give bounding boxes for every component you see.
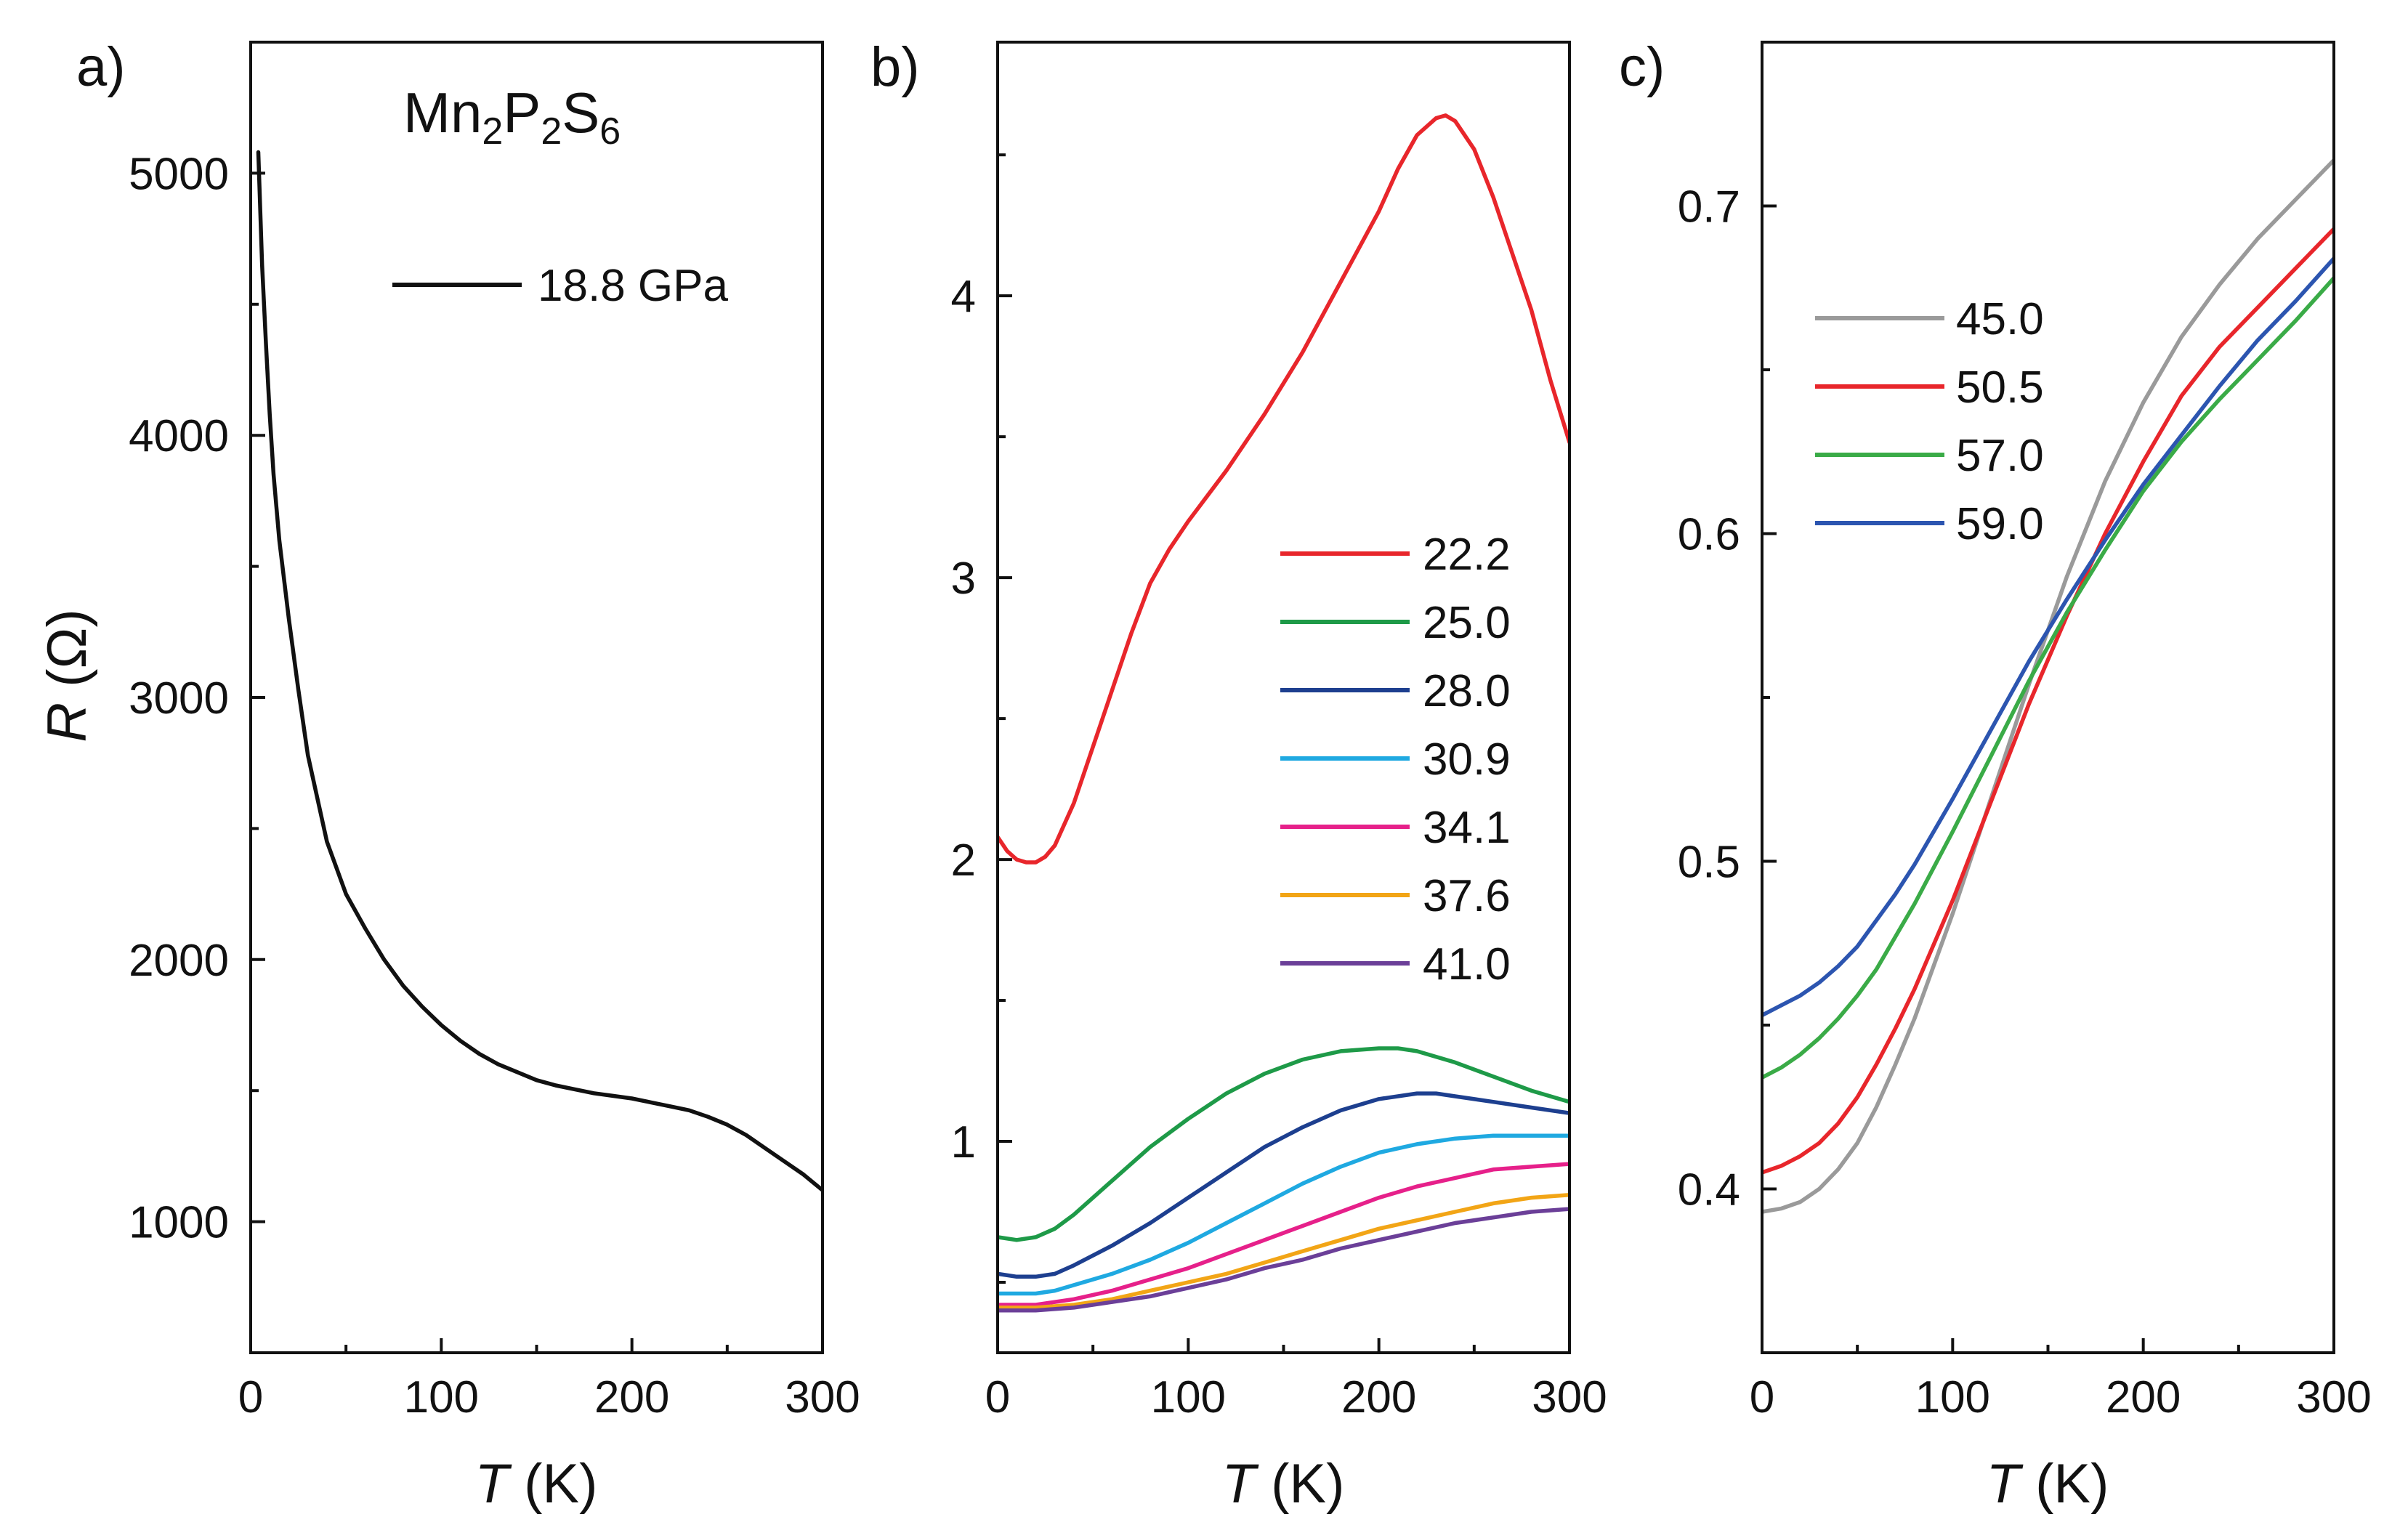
panel-a-legend-label: 18.8 GPa (538, 261, 728, 311)
panel-a-frame (249, 41, 824, 1354)
panel-a-y-axis-label: R (Ω) (36, 609, 98, 742)
panel-c-legend-label: 50.5 (1956, 363, 2044, 413)
panel-c-legend-label: 59.0 (1956, 499, 2044, 549)
panel-c-x-axis-label: T (K) (1987, 1453, 2109, 1515)
panel-b-legend-label: 28.0 (1423, 666, 1511, 716)
panel-b-plot-area (998, 113, 1569, 1313)
panel-b-legend-label: 25.0 (1423, 598, 1511, 648)
panel-c-x-tick-label: 0 (1750, 1372, 1774, 1422)
panel-c-y-tick-label: 0.7 (1678, 182, 1740, 232)
panel-b-legend-label: 37.6 (1423, 871, 1511, 921)
panel-b-legend-label: 34.1 (1423, 803, 1511, 853)
panel-a-y-tick-label: 4000 (129, 411, 229, 461)
panel-b-label: b) (870, 36, 920, 98)
panel-c-x-tick-label: 200 (2106, 1372, 2181, 1422)
panel-c-x-tick-label: 100 (1915, 1372, 1990, 1422)
panel-b-series-22-2 (998, 113, 1569, 865)
panel-c-y-axis: 0.4 0.5 0.6 0.7 (1678, 182, 1777, 1215)
panel-a-label: a) (76, 36, 126, 98)
panel-a-x-tick-label: 0 (238, 1372, 263, 1422)
panel-a-x-axis-label: T (K) (475, 1453, 598, 1515)
panel-b-legend-label: 30.9 (1423, 734, 1511, 785)
panel-b-x-tick-label: 300 (1532, 1372, 1607, 1422)
panel-b-x-tick-label: 200 (1341, 1372, 1416, 1422)
panel-a-plot-area (256, 150, 823, 1193)
panel-b-series-41-0 (998, 1207, 1569, 1313)
panel-b-series-28-0 (998, 1091, 1569, 1279)
panel-a-y-axis: 1000 2000 3000 4000 5000 (129, 149, 265, 1248)
panel-c-x-tick-label: 300 (2296, 1372, 2371, 1422)
panel-a-y-tick-label: 5000 (129, 149, 229, 199)
panel-b-legend: 22.2 25.0 28.0 30.9 34.1 37.6 41.0 (1280, 530, 1511, 989)
panel-b-series-34-1 (998, 1162, 1569, 1307)
panel-b-x-axis-label: T (K) (1222, 1453, 1345, 1515)
panel-c-y-tick-label: 0.4 (1678, 1165, 1740, 1215)
panel-b-x-axis: 0 100 200 300 (985, 1338, 1607, 1422)
panel-c-legend-label: 57.0 (1956, 431, 2044, 481)
panel-b-y-tick-label: 2 (951, 835, 976, 886)
panel-c-series-57-0 (1762, 275, 2334, 1080)
panel-c-series-50-5 (1762, 227, 2334, 1175)
panel-c-plot-area (1762, 158, 2334, 1214)
panel-a-y-tick-label: 2000 (129, 936, 229, 986)
panel-a-compound-title: Mn2P2S6 (403, 81, 621, 153)
panel-a-x-tick-label: 200 (594, 1372, 669, 1422)
panel-c: c) 0 100 200 300 0.4 0.5 0.6 0.7 T (K) 45.0 50.… (1619, 36, 2372, 1515)
panel-b-x-tick-label: 100 (1151, 1372, 1226, 1422)
panel-c-y-tick-label: 0.6 (1678, 510, 1740, 560)
panel-b: b) 0 100 200 300 1 2 3 4 T (K) 22.2 25.0 28.0 30.… (870, 36, 1607, 1515)
panel-b-y-axis: 1 2 3 4 (951, 153, 1012, 1284)
panel-b-x-tick-label: 0 (985, 1372, 1010, 1422)
panel-a-y-tick-label: 3000 (129, 673, 229, 724)
panel-b-y-tick-label: 1 (951, 1117, 976, 1167)
panel-c-y-tick-label: 0.5 (1678, 838, 1740, 888)
panel-c-label: c) (1619, 36, 1665, 98)
panel-b-series-25-0 (998, 1046, 1569, 1242)
panel-a-legend: 18.8 GPa (392, 261, 728, 311)
panel-a-series-18-8-GPa (256, 150, 823, 1193)
panel-b-legend-label: 22.2 (1423, 530, 1511, 580)
panel-c-legend-label: 45.0 (1956, 294, 2044, 344)
panel-c-legend: 45.0 50.5 57.0 59.0 (1815, 294, 2044, 549)
panel-b-legend-label: 41.0 (1423, 939, 1511, 989)
panel-a: a) 0 100 200 300 1000 2000 3000 4000 5000 T (K)… (36, 36, 860, 1515)
panel-b-y-tick-label: 4 (951, 272, 976, 322)
panel-a-x-axis: 0 100 200 300 (238, 1338, 860, 1422)
panel-b-y-tick-label: 3 (951, 554, 976, 604)
panel-a-y-tick-label: 1000 (129, 1198, 229, 1248)
panel-b-series-37-6 (998, 1192, 1569, 1310)
panel-a-x-tick-label: 300 (785, 1372, 860, 1422)
panel-b-series-30-9 (998, 1133, 1569, 1296)
panel-c-x-axis: 0 100 200 300 (1750, 1338, 2372, 1422)
panel-c-series-59-0 (1762, 256, 2334, 1018)
panel-a-x-tick-label: 100 (404, 1372, 479, 1422)
